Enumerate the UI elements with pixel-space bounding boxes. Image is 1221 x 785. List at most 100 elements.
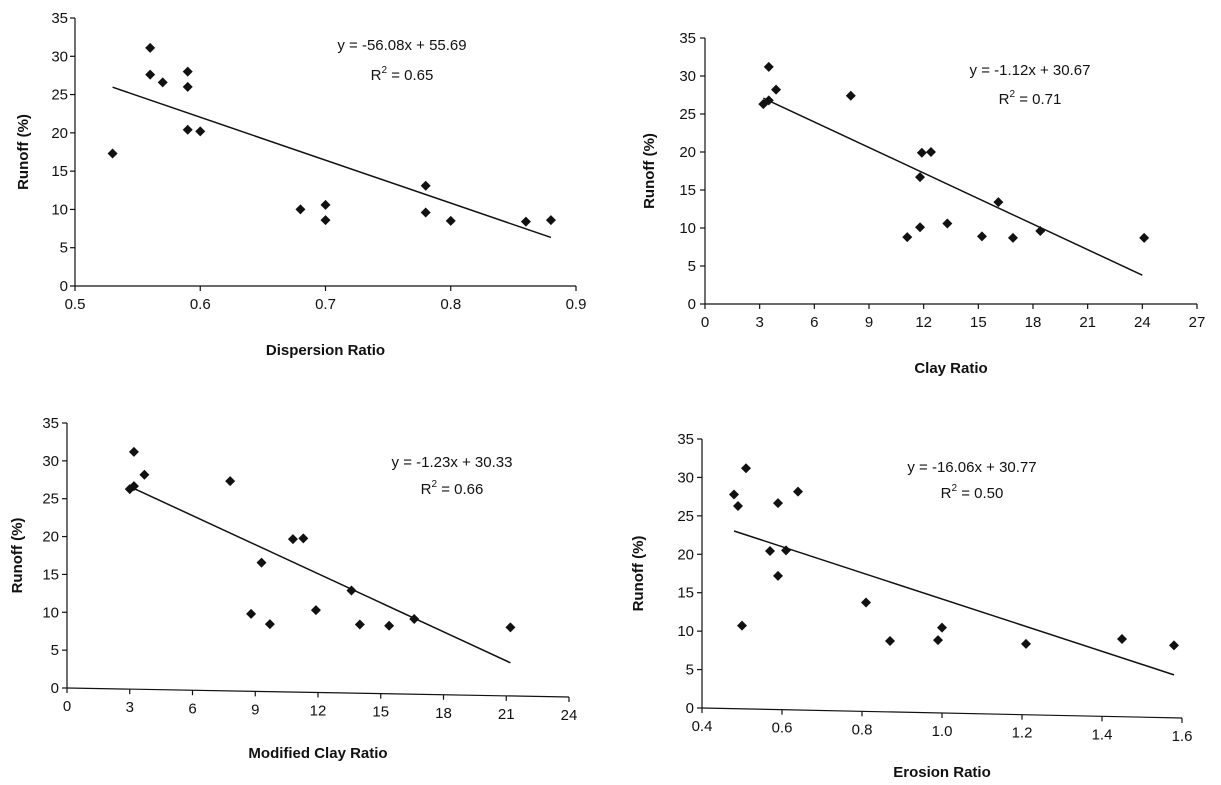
y-tick-label: 0 [686, 700, 694, 717]
y-tick-label: 5 [688, 258, 696, 275]
x-tick-label: 12 [310, 703, 327, 720]
y-axis-title: Runoff (%) [630, 536, 647, 612]
data-point [1139, 232, 1150, 243]
r-squared-label: R2 = 0.65 [371, 65, 434, 84]
data-point [145, 69, 156, 80]
r-squared-exponent: 2 [431, 479, 437, 490]
data-point [845, 90, 856, 101]
data-point [729, 489, 739, 500]
y-tick-label: 20 [677, 546, 694, 563]
data-point [741, 463, 751, 474]
data-point [793, 486, 803, 497]
y-axis-title: Runoff (%) [15, 114, 32, 190]
data-point [195, 126, 206, 137]
y-tick-label: 10 [679, 220, 696, 237]
data-point [1035, 226, 1046, 237]
data-point [976, 231, 987, 242]
data-point [916, 147, 927, 158]
r-squared-label: R2 = 0.66 [421, 479, 484, 498]
data-point [915, 172, 926, 183]
x-tick-label: 24 [561, 707, 578, 724]
x-tick-label: 9 [865, 314, 873, 331]
x-tick-label: 0.6 [190, 296, 211, 313]
x-tick-label: 15 [970, 314, 987, 331]
y-tick-label: 30 [679, 68, 696, 85]
chart-panel-3: 0 5 10 15 20 25 30 35 0 3 6 9 12 15 18 21 24 Modified Cla… [9, 415, 577, 762]
x-axis-title: Clay Ratio [914, 360, 987, 377]
y-tick-label: 15 [679, 182, 696, 199]
r-squared-value: = 0.66 [437, 481, 483, 498]
data-point [765, 546, 775, 557]
x-tick-label: 0.7 [315, 296, 336, 313]
x-tick-label: 1.6 [1172, 728, 1193, 745]
y-tick-label: 15 [51, 163, 68, 180]
x-tick-label: 21 [498, 706, 515, 723]
y-tick-label: 25 [677, 508, 694, 525]
trendline-equation: y = -56.08x + 55.69 [337, 37, 466, 54]
y-tick-label: 30 [51, 48, 68, 65]
x-tick-label: 9 [251, 701, 259, 718]
data-point [287, 534, 298, 545]
data-point [771, 84, 782, 95]
data-point [420, 180, 431, 191]
x-tick-label: 12 [915, 314, 932, 331]
trendline-equation: y = -1.12x + 30.67 [970, 62, 1091, 79]
y-tick-label: 15 [42, 566, 59, 583]
x-tick-label: 1.4 [1092, 726, 1113, 743]
x-tick-label: 0.4 [692, 718, 713, 735]
trendline-equation: y = -1.23x + 30.33 [392, 454, 513, 471]
r-squared-symbol: R [999, 91, 1010, 108]
y-tick-label: 10 [42, 604, 59, 621]
r-squared-label: R2 = 0.50 [941, 483, 1004, 502]
data-point [128, 481, 139, 492]
data-point [420, 207, 431, 218]
data-point [107, 148, 118, 159]
data-point [298, 533, 309, 544]
data-point [128, 446, 139, 457]
x-tick-label: 0.5 [65, 296, 86, 313]
trendline [733, 530, 1175, 676]
data-point [781, 545, 791, 556]
trendline [129, 485, 511, 664]
data-point [763, 61, 774, 72]
data-point [773, 570, 783, 581]
r-squared-label: R2 = 0.71 [999, 89, 1062, 108]
data-point [545, 215, 556, 226]
data-point [1169, 640, 1179, 651]
data-point [295, 204, 306, 215]
data-point [145, 42, 156, 53]
x-tick-label: 1.0 [932, 723, 953, 740]
trendline [762, 97, 1143, 276]
x-tick-label: 27 [1189, 314, 1206, 331]
data-point [320, 215, 331, 226]
data-point [264, 619, 275, 630]
data-point [1007, 232, 1018, 243]
x-tick-label: 24 [1134, 314, 1151, 331]
r-squared-symbol: R [421, 481, 432, 498]
data-point [505, 622, 516, 633]
data-point [937, 622, 947, 633]
data-point [737, 620, 747, 631]
x-tick-label: 6 [188, 700, 196, 717]
r-squared-value: = 0.71 [1015, 91, 1061, 108]
data-point [256, 557, 267, 568]
data-point [885, 635, 895, 646]
y-tick-label: 20 [679, 144, 696, 161]
data-point [763, 95, 774, 106]
r-squared-symbol: R [371, 67, 382, 84]
x-tick-label: 3 [755, 314, 763, 331]
y-tick-label: 35 [679, 30, 696, 47]
data-point [942, 218, 953, 229]
y-axis-title: Runoff (%) [641, 133, 658, 209]
data-point [409, 614, 420, 625]
r-squared-exponent: 2 [1009, 89, 1015, 100]
x-tick-label: 0.8 [440, 296, 461, 313]
x-axis-title: Modified Clay Ratio [248, 745, 387, 762]
r-squared-exponent: 2 [381, 65, 387, 76]
data-point [139, 469, 150, 480]
r-squared-exponent: 2 [951, 483, 957, 494]
x-tick-label: 18 [1025, 314, 1042, 331]
r-squared-symbol: R [941, 485, 952, 502]
x-tick-label: 0.9 [566, 296, 587, 313]
trendline [112, 86, 552, 239]
